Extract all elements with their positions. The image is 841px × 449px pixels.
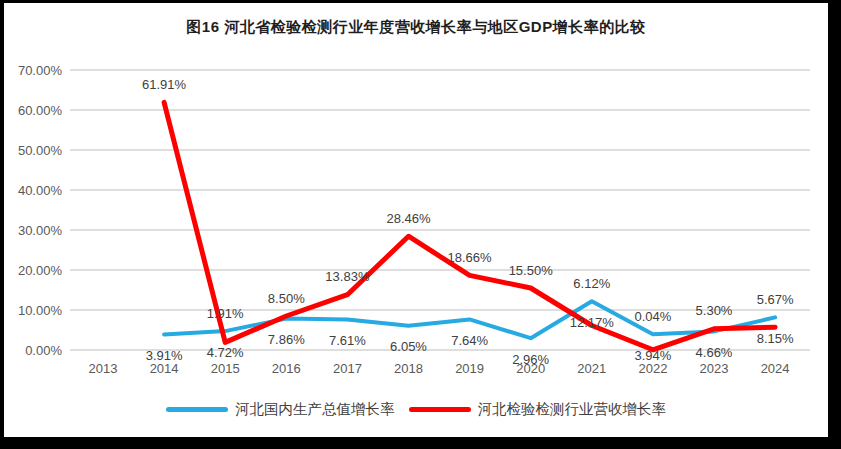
svg-text:2022: 2022 [638,361,667,376]
svg-text:6.12%: 6.12% [573,276,610,291]
figure-frame: 0.00% 10.00% 20.00% 30.00% 40.00% 50.00% 60.00… [0,0,841,449]
svg-text:20.00%: 20.00% [18,263,63,278]
svg-text:4.66%: 4.66% [696,345,733,360]
svg-text:0.04%: 0.04% [634,309,671,324]
svg-text:6.05%: 6.05% [390,339,427,354]
svg-text:50.00%: 50.00% [18,143,63,158]
svg-text:3.91%: 3.91% [146,348,183,363]
revenue-line-swatch [409,407,471,412]
svg-text:2015: 2015 [211,361,240,376]
svg-text:2017: 2017 [333,361,362,376]
legend-item-revenue: 河北检验检测行业营收增长率 [409,400,667,419]
legend-label-revenue: 河北检验检测行业营收增长率 [478,400,667,419]
chart-title: 图16 河北省检验检测行业年度营收增长率与地区GDP增长率的比较 [4,18,828,37]
svg-text:7.64%: 7.64% [451,333,488,348]
svg-text:2019: 2019 [455,361,484,376]
svg-text:12.17%: 12.17% [570,315,615,330]
svg-text:60.00%: 60.00% [18,103,63,118]
svg-text:7.86%: 7.86% [268,332,305,347]
svg-text:28.46%: 28.46% [386,211,431,226]
svg-text:70.00%: 70.00% [18,63,63,78]
legend-item-gdp: 河北国内生产总值增长率 [166,400,395,419]
svg-text:2016: 2016 [272,361,301,376]
svg-text:5.67%: 5.67% [757,292,794,307]
svg-text:2023: 2023 [700,361,729,376]
svg-text:2018: 2018 [394,361,423,376]
svg-text:18.66%: 18.66% [448,250,493,265]
svg-text:2.96%: 2.96% [512,352,549,367]
revenue-line [164,102,775,349]
y-axis-ticks: 0.00% 10.00% 20.00% 30.00% 40.00% 50.00% 60.00… [18,63,63,358]
svg-text:13.83%: 13.83% [325,269,370,284]
gdp-line-swatch [166,407,228,412]
data-labels: 3.91% 4.72% 7.86% 7.61% 6.05% 7.64% 2.96% 12.17… [142,77,794,367]
svg-text:2013: 2013 [89,361,118,376]
svg-text:3.94%: 3.94% [634,348,671,363]
svg-text:8.50%: 8.50% [268,291,305,306]
svg-text:30.00%: 30.00% [18,223,63,238]
svg-text:15.50%: 15.50% [509,263,554,278]
svg-text:5.30%: 5.30% [696,303,733,318]
x-axis-ticks: 2013201420152016201720182019202020212022… [89,361,790,376]
svg-text:7.61%: 7.61% [329,333,366,348]
svg-text:40.00%: 40.00% [18,183,63,198]
legend-label-gdp: 河北国内生产总值增长率 [235,400,395,419]
svg-text:0.00%: 0.00% [25,343,62,358]
svg-text:8.15%: 8.15% [757,331,794,346]
legend: 河北国内生产总值增长率 河北检验检测行业营收增长率 [4,400,828,419]
svg-text:1.91%: 1.91% [207,306,244,321]
line-chart: 0.00% 10.00% 20.00% 30.00% 40.00% 50.00% 60.00… [4,3,828,437]
svg-text:4.72%: 4.72% [207,345,244,360]
svg-text:61.91%: 61.91% [142,77,187,92]
svg-text:2021: 2021 [577,361,606,376]
svg-text:2024: 2024 [761,361,790,376]
svg-text:10.00%: 10.00% [18,303,63,318]
